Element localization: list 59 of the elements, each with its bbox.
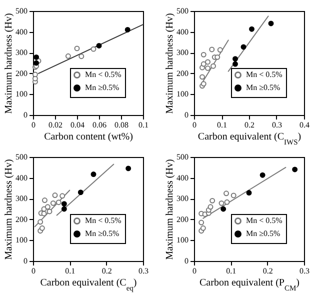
y-tick-label: 100 [16,90,28,99]
legend-label: Mn < 0.5% [246,216,283,225]
y-tick-label: 300 [16,48,28,58]
x-tick-label: 0.3 [272,120,282,130]
x-tick-label: 0.4 [300,120,310,130]
x-tick-label: 0.02 [48,120,62,130]
x-tick-label: 0.2 [102,266,112,276]
legend-label: Mn < 0.5% [85,216,122,225]
x-tick-label: 0 [32,266,36,276]
x-tick-label: 0.1 [138,120,148,130]
y-tick-label: 0 [184,110,188,120]
y-tick-label: 300 [176,194,188,204]
y-tick-label: 400 [16,27,28,36]
y-tick-label: 0 [24,256,28,266]
y-axis-title: Maximum hardness (Hv) [4,13,14,114]
x-tick-label: 0.04 [70,120,84,130]
x-axis-title: Carbon equivalent (C$_{eq}$) [40,278,137,292]
y-tick-label: 300 [176,48,188,58]
y-tick-label: 500 [16,6,28,16]
y-tick-label: 300 [16,194,28,204]
x-axis-title: Carbon content (wt%) [44,132,133,142]
x-tick-label: 0.3 [138,266,148,276]
legend-label: Mn ≥0.5% [85,83,120,92]
y-tick-label: 400 [176,173,188,182]
x-tick-label: 0 [192,266,196,276]
x-tick-label: 0.1 [226,266,236,276]
y-tick-label: 500 [16,152,28,162]
x-axis-title: Carbon equivalent (C$_{IWS}$) [198,132,302,146]
y-axis-title: Maximum hardness (Hv) [164,13,176,114]
y-tick-label: 100 [176,236,188,245]
y-axis-title: Maximum hardness (Hv) [164,159,176,260]
y-tick-label: 200 [176,214,188,224]
y-tick-label: 0 [184,256,188,266]
x-axis-title: Carbon equivalent (P$_{CM}$) [200,278,300,292]
x-tick-label: 0.08 [114,120,128,130]
y-tick-label: 200 [16,214,28,224]
legend-label: Mn ≥0.5% [246,83,281,92]
x-tick-label: 0.06 [92,120,106,130]
x-tick-label: 0.1 [65,266,76,276]
y-tick-label: 100 [176,90,188,99]
legend-label: Mn ≥0.5% [246,229,281,238]
legend-label: Mn < 0.5% [85,70,122,79]
y-tick-label: 200 [16,68,28,78]
x-tick-label: 0 [32,120,36,130]
y-axis-title: Maximum hardness (Hv) [4,159,14,260]
x-tick-label: 0.3 [300,266,310,276]
x-tick-label: 0.1 [217,120,227,130]
y-tick-label: 400 [176,27,188,36]
x-tick-label: 0.2 [244,120,254,130]
y-tick-label: 0 [24,110,28,120]
y-tick-label: 500 [176,6,188,16]
y-tick-label: 200 [176,68,188,78]
x-tick-label: 0.2 [262,266,273,276]
x-tick-label: 0 [192,120,196,130]
y-tick-label: 500 [176,152,188,162]
y-tick-label: 100 [16,236,28,245]
y-tick-label: 400 [16,173,28,182]
legend-label: Mn < 0.5% [246,70,283,79]
legend-label: Mn ≥0.5% [85,229,120,238]
